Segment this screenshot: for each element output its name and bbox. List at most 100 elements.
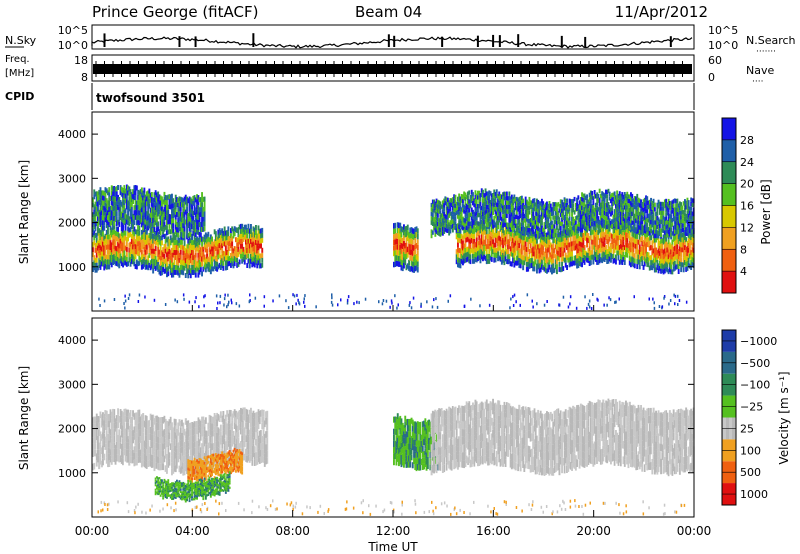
noise-cell — [586, 306, 588, 310]
heatmap-cell — [186, 196, 188, 202]
heatmap-cell — [677, 229, 680, 235]
heatmap-cell — [557, 255, 560, 261]
heatmap-cell — [638, 220, 641, 226]
heatmap-cell — [129, 204, 132, 209]
heatmap-cell — [588, 201, 591, 206]
heatmap-cell — [182, 255, 185, 261]
heatmap-cell — [559, 247, 562, 253]
heatmap-cell — [630, 247, 632, 253]
heatmap-cell — [133, 185, 136, 191]
colorbar-swatch — [722, 139, 736, 162]
heatmap-cell — [641, 246, 644, 251]
heatmap-cell — [537, 259, 540, 265]
heatmap-cell — [610, 222, 612, 228]
heatmap-cell — [463, 222, 466, 227]
noise-cell — [410, 306, 413, 310]
heatmap-cell — [684, 245, 686, 251]
heatmap-cell — [576, 224, 578, 229]
colorbar-swatch — [722, 227, 736, 250]
heatmap-cell — [92, 202, 94, 208]
heatmap-cell — [672, 236, 675, 242]
heatmap-cell — [597, 207, 600, 212]
heatmap-cell — [93, 189, 96, 195]
heatmap-cell — [114, 235, 117, 241]
heatmap-cell — [177, 227, 180, 233]
heatmap-cell — [218, 228, 221, 234]
heatmap-cell — [163, 191, 166, 197]
heatmap-cell — [638, 244, 641, 250]
heatmap-cell — [618, 225, 621, 230]
heatmap-cell — [212, 256, 215, 262]
heatmap-cell — [638, 239, 641, 245]
heatmap-cell — [192, 195, 195, 201]
heatmap-cell — [678, 201, 681, 206]
heatmap-cell — [132, 213, 134, 219]
heatmap-cell — [584, 250, 587, 256]
heatmap-cell — [597, 259, 600, 265]
heatmap-cell — [519, 238, 522, 244]
heatmap-cell — [169, 255, 172, 261]
heatmap-cell — [561, 208, 563, 213]
heatmap-cell — [242, 227, 245, 232]
heatmap-cell — [626, 222, 629, 228]
heatmap-cell — [592, 254, 595, 260]
heatmap-cell — [552, 206, 555, 211]
heatmap-cell — [603, 197, 606, 202]
heatmap-cell — [253, 257, 256, 263]
heatmap-cell — [99, 240, 102, 246]
heatmap-cell — [655, 252, 657, 258]
heatmap-cell — [592, 205, 595, 210]
heatmap-cell — [646, 222, 649, 228]
heatmap-cell — [564, 207, 567, 212]
heatmap-cell — [477, 256, 479, 262]
heatmap-cell — [663, 225, 666, 231]
heatmap-cell — [243, 224, 246, 230]
heatmap-cell — [663, 258, 666, 264]
heatmap-cell — [536, 253, 538, 259]
heatmap-cell — [221, 248, 224, 254]
heatmap-cell — [139, 214, 142, 219]
heatmap-cell — [505, 249, 508, 255]
heatmap-cell — [519, 226, 522, 232]
heatmap-cell — [548, 259, 551, 265]
heatmap-cell — [108, 217, 111, 222]
heatmap-cell — [552, 263, 555, 269]
heatmap-cell — [643, 197, 646, 203]
heatmap-cell — [134, 249, 137, 255]
heatmap-cell — [582, 198, 585, 203]
heatmap-cell — [438, 218, 441, 223]
heatmap-cell — [394, 244, 397, 251]
heatmap-cell — [549, 257, 552, 263]
heatmap-cell — [537, 208, 540, 214]
heatmap-cell — [468, 190, 471, 195]
heatmap-cell — [413, 245, 415, 251]
heatmap-cell — [686, 202, 689, 207]
heatmap-cell — [477, 231, 479, 237]
noise-cell — [340, 298, 342, 302]
heatmap-cell — [488, 224, 491, 230]
heatmap-cell — [529, 228, 532, 234]
heatmap-cell — [395, 238, 398, 245]
heatmap-cell — [630, 227, 632, 233]
heatmap-cell — [531, 238, 533, 244]
nave-label: Nave — [746, 64, 774, 77]
heatmap-cell — [183, 226, 186, 232]
heatmap-cell — [581, 205, 583, 210]
heatmap-cell — [524, 256, 527, 262]
heatmap-cell — [470, 237, 473, 243]
heatmap-cell — [122, 262, 124, 268]
heatmap-cell — [191, 264, 193, 270]
heatmap-cell — [193, 244, 196, 250]
heatmap-cell — [191, 204, 193, 210]
heatmap-cell — [623, 235, 626, 241]
heatmap-cell — [477, 212, 479, 218]
heatmap-cell — [145, 221, 148, 227]
heatmap-cell — [645, 222, 647, 227]
heatmap-cell — [237, 246, 240, 252]
heatmap-cell — [527, 210, 530, 215]
heatmap-cell — [507, 227, 509, 232]
heatmap-cell — [488, 258, 491, 264]
heatmap-cell — [103, 200, 106, 206]
heatmap-cell — [497, 207, 499, 212]
heatmap-cell — [541, 259, 543, 265]
